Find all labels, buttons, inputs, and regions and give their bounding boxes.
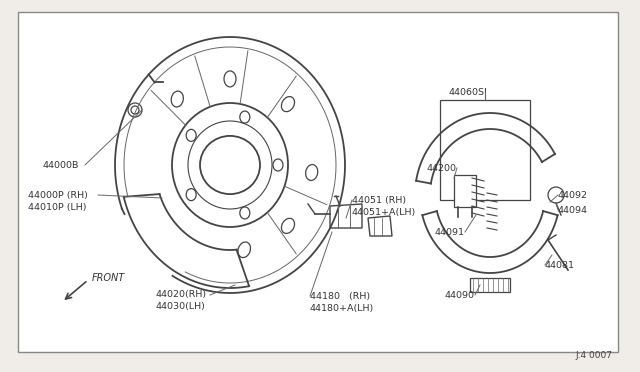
Text: 44020(RH): 44020(RH) bbox=[155, 291, 206, 299]
Text: 44091: 44091 bbox=[435, 228, 465, 237]
Text: 44200: 44200 bbox=[427, 164, 457, 173]
Text: 44000B: 44000B bbox=[42, 160, 78, 170]
Bar bbox=[470, 278, 510, 292]
Text: 44092: 44092 bbox=[558, 190, 588, 199]
Text: 44051+A(LH): 44051+A(LH) bbox=[352, 208, 416, 217]
Text: FRONT: FRONT bbox=[92, 273, 125, 283]
Text: 44030(LH): 44030(LH) bbox=[155, 302, 205, 311]
Text: 44180+A(LH): 44180+A(LH) bbox=[310, 304, 374, 312]
Text: 44094: 44094 bbox=[558, 205, 588, 215]
Bar bbox=[440, 100, 530, 200]
Text: 44000P (RH): 44000P (RH) bbox=[28, 190, 88, 199]
Text: 44090: 44090 bbox=[445, 291, 475, 299]
Text: J:4 0007: J:4 0007 bbox=[575, 350, 612, 359]
Text: 44180   (RH): 44180 (RH) bbox=[310, 292, 370, 301]
Text: 44060S: 44060S bbox=[449, 87, 485, 96]
Bar bbox=[454, 175, 476, 207]
Text: 44051 (RH): 44051 (RH) bbox=[352, 196, 406, 205]
Text: 44081: 44081 bbox=[545, 260, 575, 269]
Text: 44010P (LH): 44010P (LH) bbox=[28, 202, 86, 212]
